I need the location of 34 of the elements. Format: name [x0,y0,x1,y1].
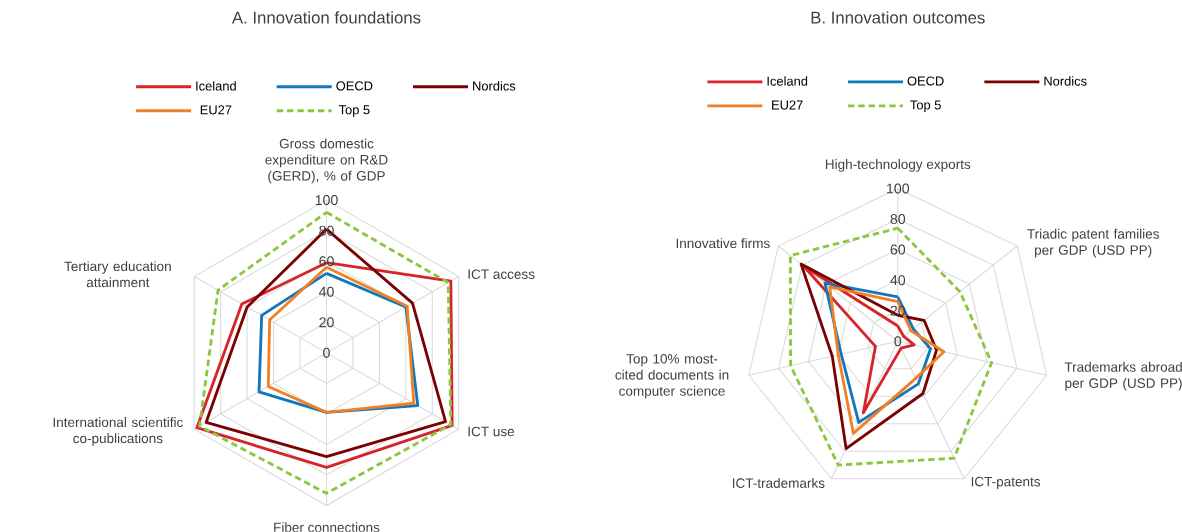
spoke-label: Fiber connections [274,522,380,532]
spoke-label: Top 10% most-cited documents in computer science [615,354,729,399]
y-tick-label: 100 [887,183,910,194]
legend-label: EU27 [772,100,803,110]
y-tick-label: 100 [315,195,338,206]
spoke-label: ICT access [468,269,535,280]
y-tick-label: 0 [323,347,330,359]
chart-title: A. Innovation foundations [231,11,421,24]
spoke-label: Trademarks abroad per GDP (USD PP) [1064,362,1182,391]
spoke-label: International scientific co-publications [53,417,183,447]
legend-label: Iceland [196,81,236,91]
y-tick-label: 0 [894,336,902,347]
legend-label: OECD [907,76,944,86]
spoke-label: Tertiary education attainment [64,261,171,288]
spoke-label: ICT use [468,426,515,437]
legend-label: EU27 [200,105,232,115]
spoke-label: High-technology exports [825,159,971,172]
spoke-label: Innovative firms [676,238,770,249]
chart-title: B. Innovation outcomes [811,11,985,24]
spoke-label: Gross domestic expenditure on R&D (GERD), % of GDP [265,138,388,184]
legend-label: Nordics [473,81,516,91]
legend-label: Nordics [1044,76,1087,86]
y-tick-label: 40 [318,286,334,297]
y-tick-label: 20 [319,317,334,328]
spoke-label: ICT-trademarks [732,478,825,489]
legend-label: Top 5 [910,100,941,113]
spoke-label: ICT-patents [971,477,1041,490]
legend-label: Iceland [767,76,808,86]
y-tick-label: 80 [890,214,906,225]
y-tick-label: 40 [890,275,906,286]
legend-label: Top 5 [338,105,370,118]
legend-label: OECD [336,81,373,91]
spoke-label: Triadic patent families per GDP (USD PP) [1027,228,1159,258]
y-tick-label: 60 [890,244,906,255]
